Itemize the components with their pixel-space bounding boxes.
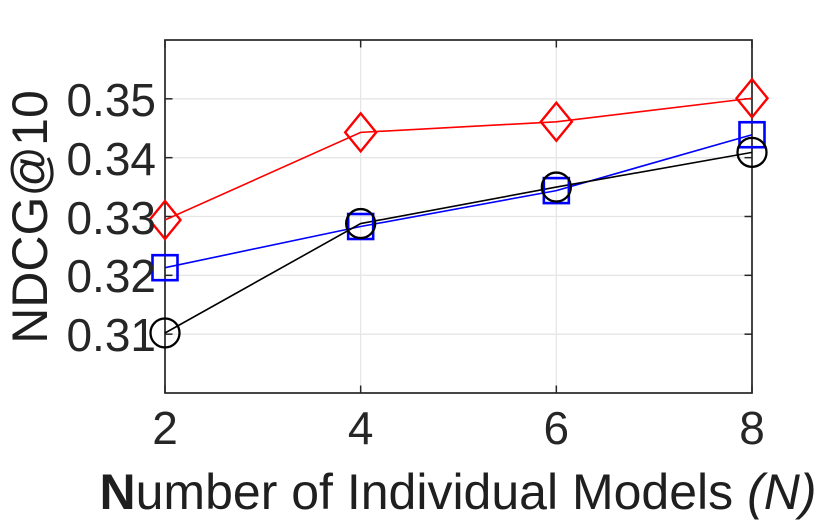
marker-diamond <box>343 111 378 154</box>
marker-diamond <box>147 199 183 241</box>
y-tick-label: 0.31 <box>66 309 156 362</box>
y-tick-label: 0.33 <box>66 191 156 244</box>
series-line-blue-square <box>164 133 753 269</box>
x-axis-label: Number of Individual Models (N) <box>100 467 817 517</box>
marker-square <box>542 176 571 205</box>
x-tick-label: 4 <box>347 402 374 454</box>
x-tick-label: 2 <box>152 402 178 454</box>
x-axis-label-text: umber of Individual Models <box>135 464 748 520</box>
marker-circle <box>540 171 572 203</box>
x-axis-label-italic-n: (N) <box>747 464 817 520</box>
x-tick-label: 6 <box>543 402 570 454</box>
marker-circle <box>345 207 377 240</box>
y-tick-label: 0.34 <box>66 132 156 185</box>
x-axis-label-bold-n: N <box>99 464 136 520</box>
marker-square <box>738 120 766 149</box>
marker-circle <box>736 136 768 169</box>
marker-square <box>151 253 179 282</box>
series-line-red-diamond <box>164 97 753 221</box>
y-axis-label: NDCG@10 <box>2 90 58 344</box>
series-line-black-circle <box>164 151 753 334</box>
marker-diamond <box>539 100 574 143</box>
marker-circle <box>149 317 181 349</box>
x-tick-label: 8 <box>739 402 765 454</box>
y-tick-label: 0.32 <box>66 250 156 303</box>
y-tick-label: 0.35 <box>66 73 156 126</box>
marker-diamond <box>734 77 770 120</box>
